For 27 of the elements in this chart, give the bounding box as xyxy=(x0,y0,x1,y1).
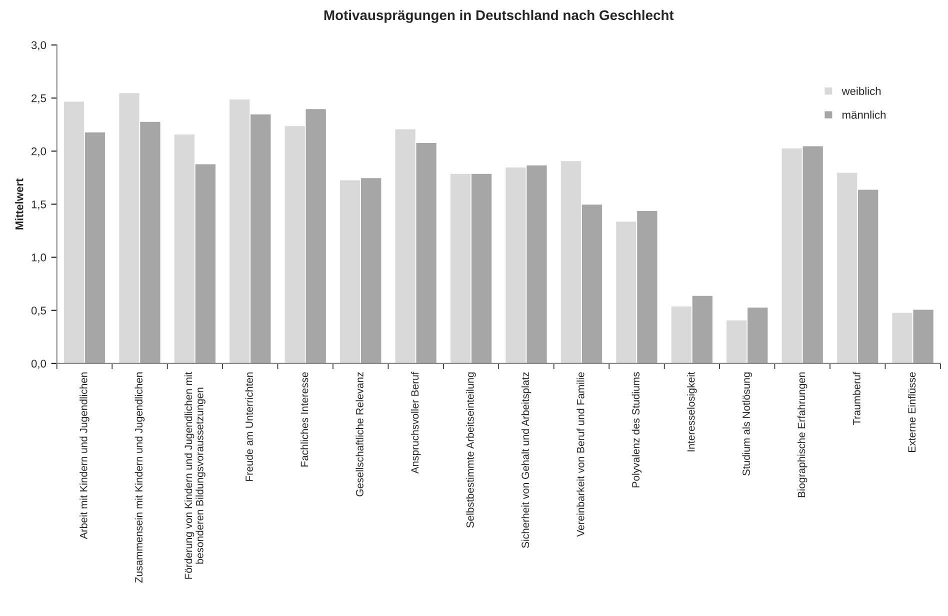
y-tick-label: 2,0 xyxy=(32,147,46,157)
y-tick-label: 1,5 xyxy=(32,200,46,210)
y-axis-title: Mittelwert xyxy=(15,178,24,230)
x-tick-label: Anspruchsvoller Beruf xyxy=(410,372,421,474)
x-tick-label: Externe Einflüsse xyxy=(908,372,916,452)
x-tick-label: Arbeit mit Kindern und Jugendlichen xyxy=(80,372,90,540)
x-tick-label: Traumberuf xyxy=(852,372,860,425)
y-tick-label: 3,0 xyxy=(31,41,46,50)
x-tick-label: Vereinbarkeit von Beruf und Familie xyxy=(576,372,584,537)
legend-label: männlich xyxy=(842,110,886,119)
x-tick-label: Studium als Notlösung xyxy=(742,372,752,476)
x-tick-label: Sicherheit von Gehalt und Arbeitsplatz xyxy=(521,372,532,548)
x-tick-label: Gesellschaftliche Relevanz xyxy=(356,372,364,496)
x-tick-label: Polyvalenz des Studiums xyxy=(632,372,642,488)
x-tick-label: Selbstbestimmte Arbeitseinteilung xyxy=(466,372,476,528)
x-tick-label: Interesselosigkeit xyxy=(687,372,697,452)
x-tick-label: Fachliches Interesse xyxy=(300,372,308,466)
x-tick-label: Freude am Unterrichten xyxy=(245,372,253,481)
y-tick-label: 0,5 xyxy=(31,306,46,316)
x-tick-label: Zusammensein mit Kindern und Jugendlichen xyxy=(134,372,145,583)
x-tick-label: Biographische Erfahrungen xyxy=(798,372,808,498)
legend-label: weiblich xyxy=(842,86,881,96)
y-tick-label: 0,0 xyxy=(31,360,46,369)
y-tick-label: 2,5 xyxy=(32,94,46,104)
chart-title: Motivausprägungen in Deutschland nach Geschlecht xyxy=(324,10,674,23)
x-tick-label: Förderung von Kindern und Jugendlichen mit besonderen Bildungsvoraussetzungen xyxy=(184,372,206,579)
y-tick-label: 1,0 xyxy=(32,254,46,263)
